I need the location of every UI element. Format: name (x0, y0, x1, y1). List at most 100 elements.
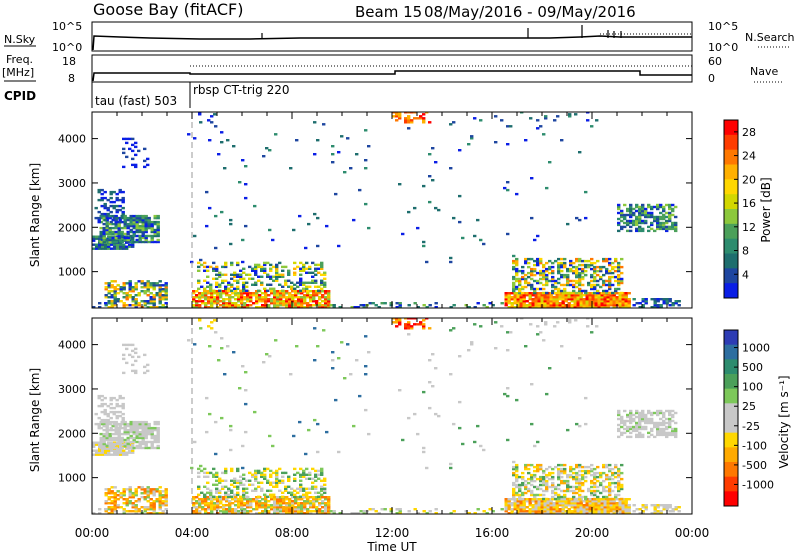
power-cell (522, 304, 526, 307)
velocity-cell (609, 504, 613, 507)
power-cell (118, 220, 122, 224)
velocity-cell (513, 504, 517, 507)
power-cell (534, 296, 538, 299)
velocity-cell (111, 438, 115, 442)
power-cell (597, 294, 601, 297)
velocity-cell (192, 504, 196, 507)
velocity-cell (143, 496, 147, 499)
power-cell (294, 306, 298, 308)
velocity-cell (558, 512, 562, 514)
velocity-cell (635, 411, 639, 415)
velocity-cell (518, 487, 522, 491)
power-cell (558, 298, 562, 301)
power-cell (512, 265, 516, 269)
velocity-cell (318, 498, 322, 501)
power-cell (238, 181, 242, 184)
velocity-cell (512, 487, 516, 491)
power-cell (215, 273, 219, 276)
velocity-cell (138, 424, 142, 428)
velocity-cell (530, 483, 534, 487)
velocity-cell (156, 446, 160, 450)
velocity-cell (641, 409, 645, 413)
power-cell (224, 285, 228, 288)
power-cell (557, 287, 561, 291)
power-cell (111, 222, 115, 226)
velocity-cell (569, 475, 573, 479)
power-cell (620, 211, 624, 215)
velocity-cell (521, 483, 525, 487)
velocity-cell (245, 495, 249, 498)
velocity-cell (554, 493, 558, 497)
power-cell (350, 306, 354, 308)
power-cell (656, 215, 660, 219)
power-cell (255, 292, 259, 295)
velocity-cell (122, 353, 126, 357)
power-cell (524, 261, 528, 265)
velocity-cell (428, 381, 432, 384)
velocity-cell (103, 412, 107, 416)
velocity-cell (207, 504, 211, 507)
velocity-cell (100, 398, 104, 402)
power-cell (135, 226, 139, 230)
power-cell (653, 304, 657, 307)
velocity-cell (112, 422, 116, 426)
velocity-cell (533, 465, 537, 469)
velocity-cell (156, 444, 160, 448)
power-cell (248, 273, 252, 276)
velocity-cell (164, 508, 168, 511)
power-cell (513, 300, 517, 303)
power-cell (665, 221, 669, 225)
power-cell (614, 279, 618, 283)
power-cell (431, 147, 435, 150)
power-cell (115, 192, 119, 196)
velocity-cell (644, 413, 648, 417)
power-cell (557, 267, 561, 271)
velocity-cell (285, 498, 289, 501)
power-cell (327, 296, 331, 299)
power-cell (147, 220, 151, 224)
power-cell (533, 267, 537, 271)
power-cell (584, 291, 588, 295)
velocity-cell (94, 422, 98, 426)
velocity-cell (536, 463, 540, 467)
power-cell (320, 283, 324, 286)
velocity-cell (585, 504, 589, 507)
velocity-cell (608, 491, 612, 495)
power-cell (638, 221, 642, 225)
power-cell (275, 265, 279, 269)
power-cell (113, 290, 117, 293)
velocity-cell (302, 487, 306, 490)
power-cell (299, 279, 303, 282)
power-cell (107, 296, 111, 299)
power-cell (512, 283, 516, 287)
velocity-cell (121, 404, 125, 408)
velocity-cell (115, 414, 119, 418)
velocity-cell (121, 418, 125, 422)
velocity-cell (244, 430, 248, 434)
power-cell (611, 261, 615, 265)
power-cell (458, 194, 462, 198)
velocity-cell (615, 508, 619, 511)
velocity-cell (104, 494, 108, 497)
power-cell (92, 235, 96, 238)
power-cell (158, 294, 162, 297)
power-cell (141, 232, 145, 236)
velocity-cell (515, 398, 519, 402)
velocity-cell (273, 504, 277, 507)
y-tick-label: 1000 (58, 472, 86, 485)
power-cell (638, 205, 642, 209)
power-cell (306, 304, 310, 307)
power-cell (584, 216, 588, 220)
velocity-cell (126, 422, 130, 426)
power-cell (320, 263, 324, 267)
velocity-cell (606, 510, 610, 513)
power-cell (113, 288, 117, 291)
power-cell (533, 269, 537, 273)
power-cell (650, 205, 654, 209)
velocity-cell (128, 490, 132, 493)
velocity-cell (572, 485, 576, 489)
velocity-cell (551, 477, 555, 481)
velocity-cell (210, 510, 214, 513)
velocity-cell (524, 463, 528, 467)
velocity-cell (282, 510, 286, 513)
